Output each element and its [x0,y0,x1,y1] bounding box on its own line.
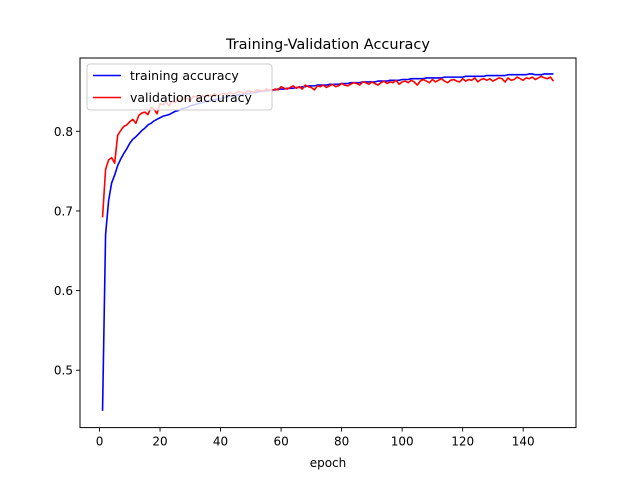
y-tick-label: 0.8 [54,125,73,139]
x-tick-label: 120 [451,435,474,449]
x-tick-label: 0 [96,435,104,449]
chart-title: Training-Validation Accuracy [225,37,430,53]
y-tick-label: 0.6 [54,284,73,298]
legend-label-training: training accuracy [130,68,239,83]
series-line-training-accuracy [101,73,554,411]
legend-label-validation: validation accuracy [130,90,253,105]
axes-frame [79,57,577,429]
x-axis: 0 20 40 60 80 100 120 140 [96,427,535,449]
x-tick-label: 40 [213,435,228,449]
x-tick-label: 80 [334,435,349,449]
legend-box [86,63,273,111]
x-axis-label: epoch [310,456,347,470]
x-tick-label: 100 [391,435,414,449]
y-tick-label: 0.7 [54,204,73,218]
x-tick-label: 60 [273,435,288,449]
x-tick-label: 20 [152,435,167,449]
y-axis: 0.5 0.6 0.7 0.8 [54,125,80,378]
legend: training accuracy validation accuracy [86,63,273,111]
x-tick-label: 140 [512,435,535,449]
y-tick-label: 0.5 [54,364,73,378]
